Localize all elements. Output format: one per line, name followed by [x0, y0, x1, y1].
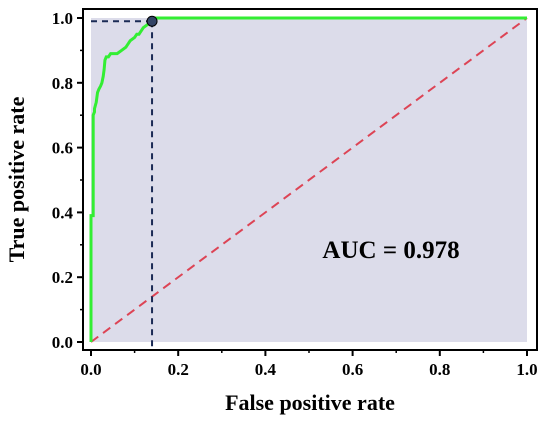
x-tick-label: 0.8 — [429, 360, 450, 379]
x-tick-label: 1.0 — [516, 360, 537, 379]
y-tick-label: 0.8 — [52, 74, 73, 93]
random-classifier-diagonal — [90, 17, 528, 343]
x-axis-ticks: 0.0 0.2 0.4 0.6 0.8 1.0 — [80, 350, 538, 379]
x-axis-title: False positive rate — [225, 390, 395, 415]
auc-annotation: AUC = 0.978 — [322, 237, 459, 264]
y-tick-label: 0.0 — [52, 333, 73, 352]
y-axis-ticks: 0.0 0.2 0.4 0.6 0.8 1.0 — [52, 9, 83, 352]
x-tick-label: 0.4 — [255, 360, 277, 379]
y-tick-label: 0.2 — [52, 268, 73, 287]
y-tick-label: 0.6 — [52, 139, 73, 158]
operating-point-marker — [146, 15, 158, 27]
roc-curve-line — [89, 16, 527, 342]
y-tick-label: 0.4 — [52, 203, 74, 222]
y-tick-label: 1.0 — [52, 9, 73, 28]
x-tick-label: 0.0 — [80, 360, 101, 379]
y-axis-title: True positive rate — [4, 96, 29, 262]
x-tick-label: 0.2 — [168, 360, 189, 379]
x-tick-label: 0.6 — [342, 360, 363, 379]
